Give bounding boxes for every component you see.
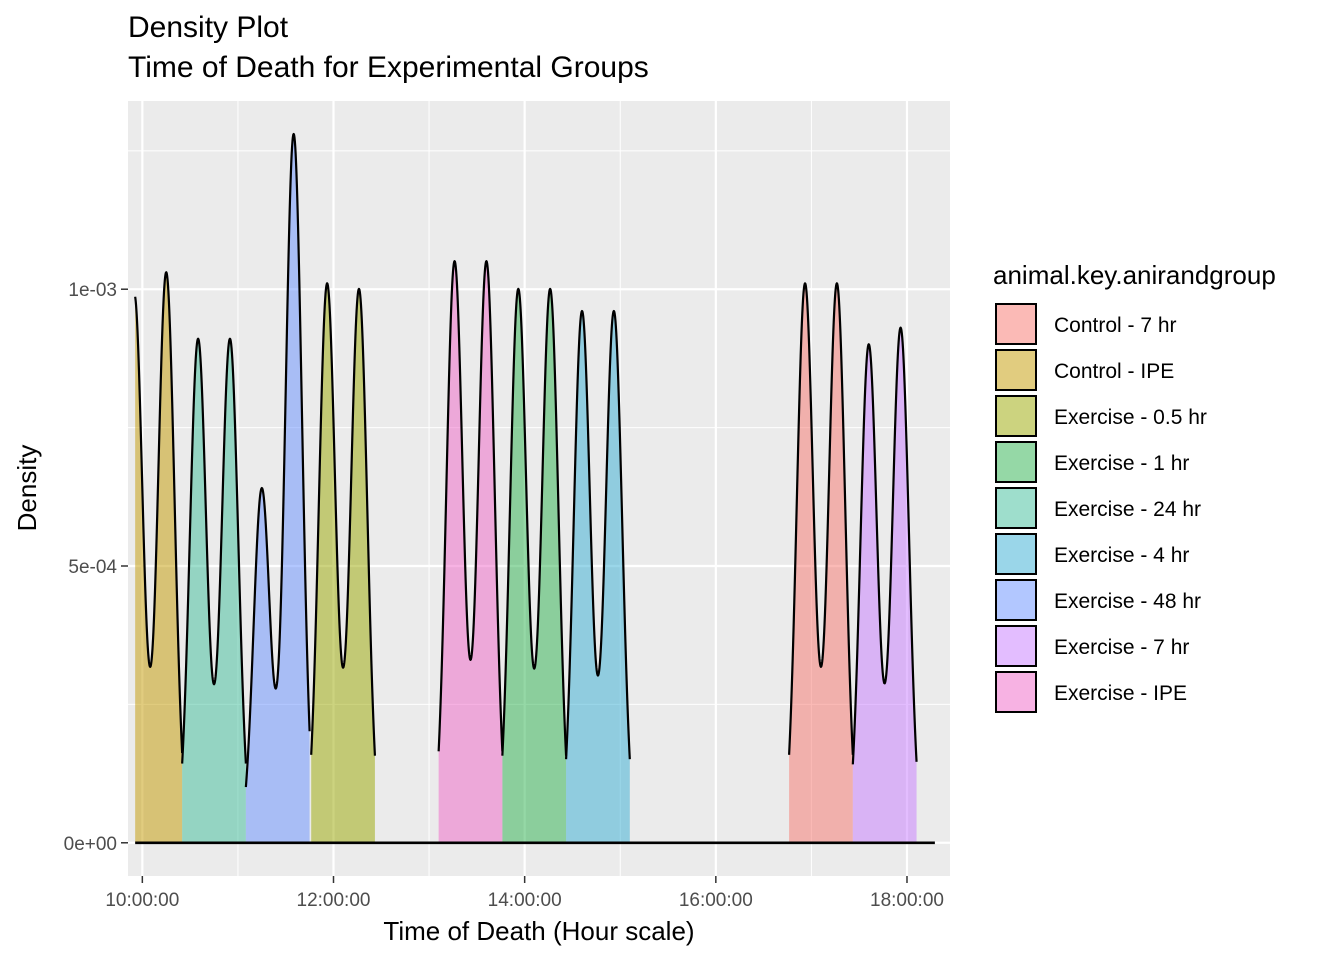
legend-key-swatch xyxy=(995,395,1037,437)
legend-title: animal.key.anirandgroup xyxy=(993,260,1276,290)
y-tick-label: 0e+00 xyxy=(64,834,117,855)
density-curve xyxy=(181,337,247,764)
legend-items: Control - 7 hr Control - IPE Exercise - 0.… xyxy=(995,303,1207,713)
density-area xyxy=(789,283,853,843)
y-tick-label: 1e-03 xyxy=(68,280,117,301)
y-tick-label: 5e-04 xyxy=(68,557,117,578)
y-axis-title: Density xyxy=(12,445,42,532)
density-curve xyxy=(851,326,918,765)
density-curve xyxy=(564,309,631,760)
density-curve xyxy=(501,287,568,756)
density-area xyxy=(135,272,183,843)
legend-key-swatch xyxy=(995,579,1037,621)
legend-label: Exercise - 24 hr xyxy=(1054,498,1201,521)
density-area xyxy=(311,283,375,843)
density-outlines xyxy=(134,132,935,845)
density-area xyxy=(182,338,246,843)
density-curve xyxy=(437,260,504,752)
density-curve xyxy=(134,271,184,754)
legend-label: Exercise - 1 hr xyxy=(1054,452,1189,475)
legend-label: Exercise - 0.5 hr xyxy=(1054,406,1207,429)
density-area xyxy=(502,288,567,843)
density-curve xyxy=(788,282,854,755)
y-axis: 0e+00 5e-04 1e-03 xyxy=(64,280,128,855)
density-area xyxy=(438,261,503,843)
density-areas xyxy=(135,134,917,843)
x-tick-label: 18:00:00 xyxy=(870,890,944,911)
x-axis-title: Time of Death (Hour scale) xyxy=(383,916,694,946)
x-tick-label: 16:00:00 xyxy=(679,890,753,911)
x-tick-label: 10:00:00 xyxy=(105,890,179,911)
legend-key-swatch xyxy=(995,441,1037,483)
legend-key-swatch xyxy=(995,303,1037,345)
x-tick-label: 12:00:00 xyxy=(297,890,371,911)
density-curve xyxy=(310,282,377,756)
legend-label: Exercise - 4 hr xyxy=(1054,544,1189,567)
legend-label: Control - 7 hr xyxy=(1054,314,1177,337)
legend-label: Exercise - 48 hr xyxy=(1054,590,1201,613)
legend-key-swatch xyxy=(995,349,1037,391)
density-area xyxy=(852,327,917,843)
density-curve xyxy=(244,132,311,788)
legend-key-swatch xyxy=(995,533,1037,575)
density-area xyxy=(245,134,310,843)
x-tick-label: 14:00:00 xyxy=(488,890,562,911)
legend-key-swatch xyxy=(995,671,1037,713)
density-area xyxy=(566,311,630,843)
chart-title: Density Plot xyxy=(128,11,289,44)
legend-label: Control - IPE xyxy=(1054,360,1174,383)
chart-subtitle: Time of Death for Experimental Groups xyxy=(128,51,649,84)
legend: animal.key.anirandgroup Control - 7 hrCo… xyxy=(993,260,1276,713)
x-axis: 10:00:00 12:00:00 14:00:00 16:00:00 18:00:00 xyxy=(105,876,944,911)
legend-key-swatch xyxy=(995,487,1037,529)
legend-label: Exercise - IPE xyxy=(1054,682,1187,705)
legend-key-swatch xyxy=(995,625,1037,667)
legend-label: Exercise - 7 hr xyxy=(1054,636,1189,659)
